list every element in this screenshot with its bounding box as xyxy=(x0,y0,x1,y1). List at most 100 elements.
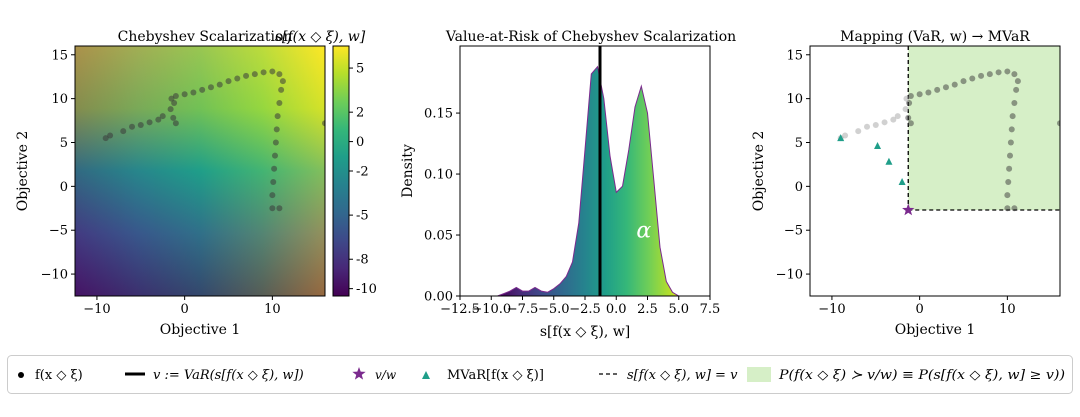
mvar-triangle xyxy=(898,177,906,185)
scatter-point xyxy=(907,93,914,99)
scatter-point xyxy=(855,128,862,135)
panel-1-ytick-label: 10 xyxy=(51,92,68,107)
scatter-point xyxy=(942,84,949,91)
scatter-point xyxy=(260,69,267,76)
legend-item-v-over-w: v/w xyxy=(375,368,397,382)
panel-3-xtick-label: 0 xyxy=(916,302,924,317)
scatter-point xyxy=(1005,178,1012,185)
scatter-point xyxy=(1009,113,1016,120)
scatter-point xyxy=(146,119,153,126)
scatter-point xyxy=(1004,192,1011,199)
panel-2-xtick-label: −10.0 xyxy=(471,302,511,317)
scatter-point xyxy=(274,113,281,120)
panel-2-yticks: 0.00 0.05 0.10 0.15 xyxy=(424,107,460,305)
scatter-point xyxy=(1006,165,1013,172)
panel-3-ytick-label: 0 xyxy=(795,180,803,195)
scatter-point xyxy=(934,86,941,93)
scatter-point xyxy=(273,126,280,133)
panel-2-xtick-label: −7.5 xyxy=(507,302,539,317)
panel-3-ytick-label: 10 xyxy=(786,92,803,107)
panel-1-ylabel: Objective 2 xyxy=(15,131,31,212)
panel-2-ytick-label: 0.05 xyxy=(424,229,453,244)
scatter-point xyxy=(170,114,177,121)
scatter-point xyxy=(107,132,114,139)
panel-2-xticks: −12.5−10.0−7.5 −5.0 −2.5 0.0 2.5 5.0 7.5 xyxy=(440,296,720,317)
panel-1-ytick-label: −5 xyxy=(49,224,68,239)
panel-2-xtick-label: −2.5 xyxy=(569,302,601,317)
colorbar-tick-label: 0 xyxy=(356,135,364,150)
panel-3-ytick-label: −10 xyxy=(776,268,803,283)
panel-2-xlabel: s[f(x ◇ ξ), w] xyxy=(540,324,630,340)
scatter-point xyxy=(269,68,276,75)
scatter-point xyxy=(969,75,976,82)
scatter-point xyxy=(199,86,206,93)
panel-3: Mapping (VaR, w) → MVaR −10 0 10 −10 −5 0 5 10… xyxy=(751,29,1061,338)
panel-1-yticks: −10 −5 0 5 10 15 xyxy=(41,48,75,283)
scatter-point xyxy=(1011,71,1018,78)
scatter-point xyxy=(1008,126,1015,133)
scatter-point xyxy=(129,123,136,130)
legend-dot-marker xyxy=(18,372,24,378)
panel-3-frame xyxy=(809,45,1061,297)
panel-1-title: Chebyshev Scalarization xyxy=(118,29,293,45)
scatter-point xyxy=(159,113,166,120)
colorbar-tick-label: -2 xyxy=(356,165,369,180)
panel-3-ytick-label: −5 xyxy=(784,224,803,239)
scatter-point xyxy=(903,95,910,102)
scatter-point xyxy=(925,89,932,96)
panel-1-ytick-label: 15 xyxy=(51,48,68,63)
scatter-point xyxy=(960,78,967,85)
panel-1-title-math: s[f(x ◇ ξ), w] xyxy=(275,29,366,45)
scatter-point xyxy=(905,114,912,121)
scatter-point xyxy=(894,113,901,120)
panel-2-xtick-label: 7.5 xyxy=(700,302,721,317)
scatter-point xyxy=(155,116,162,123)
panel-1-ytick-label: −10 xyxy=(41,268,68,283)
scatter-point xyxy=(137,121,144,128)
mvar-triangle xyxy=(837,134,845,142)
scatter-point xyxy=(1013,86,1020,93)
panel-2-ytick-label: 0.10 xyxy=(424,168,453,183)
scatter-point xyxy=(951,81,958,88)
panel-2: Value-at-Risk of Chebyshev Scalarization… xyxy=(400,29,736,340)
scatter-point xyxy=(225,78,232,85)
scatter-point xyxy=(271,165,278,172)
scatter-point xyxy=(902,106,909,113)
legend-item-points: f(x ◇ ξ) xyxy=(35,368,83,383)
scatter-point xyxy=(978,72,985,79)
panel-2-ytick-label: 0.00 xyxy=(424,290,453,305)
scatter-point xyxy=(270,178,277,185)
scatter-point xyxy=(243,72,250,79)
colorbar-ticks: 5 2 0 -2 -5 -8 -10 xyxy=(349,62,377,297)
panel-2-xtick-label: 2.5 xyxy=(637,302,658,317)
scatter-point xyxy=(167,106,174,113)
colorbar xyxy=(332,45,350,297)
legend-frame xyxy=(7,355,1073,394)
scatter-point xyxy=(272,152,278,159)
scatter-point xyxy=(207,84,214,91)
panel-1-xticks: −10 0 10 xyxy=(83,296,281,317)
scatter-point xyxy=(907,120,914,127)
scatter-point xyxy=(1007,152,1013,159)
panel-2-xtick-label: −5.0 xyxy=(538,302,570,317)
scatter-point xyxy=(1057,120,1060,127)
panel-3-title: Mapping (VaR, w) → MVaR xyxy=(840,29,1030,45)
points-layer-1 xyxy=(102,68,325,212)
legend-star-marker xyxy=(352,367,366,380)
scatter-point xyxy=(842,132,849,139)
panel-1-xtick-label: −10 xyxy=(83,302,110,317)
scatter-point xyxy=(272,139,279,146)
scatter-point xyxy=(251,71,258,78)
heatmap-overlay xyxy=(75,46,325,296)
panel-2-ylabel: Density xyxy=(400,144,416,198)
panel-3-ylabel: Objective 2 xyxy=(751,131,767,212)
mvar-triangle xyxy=(874,142,882,149)
scatter-point xyxy=(1004,68,1011,75)
scatter-point xyxy=(916,91,923,98)
panel-3-yticks: −10 −5 0 5 10 15 xyxy=(776,48,810,283)
scatter-point xyxy=(322,120,325,127)
legend-triangle-marker xyxy=(422,371,430,379)
scatter-point xyxy=(864,123,871,130)
scatter-point xyxy=(171,100,178,107)
